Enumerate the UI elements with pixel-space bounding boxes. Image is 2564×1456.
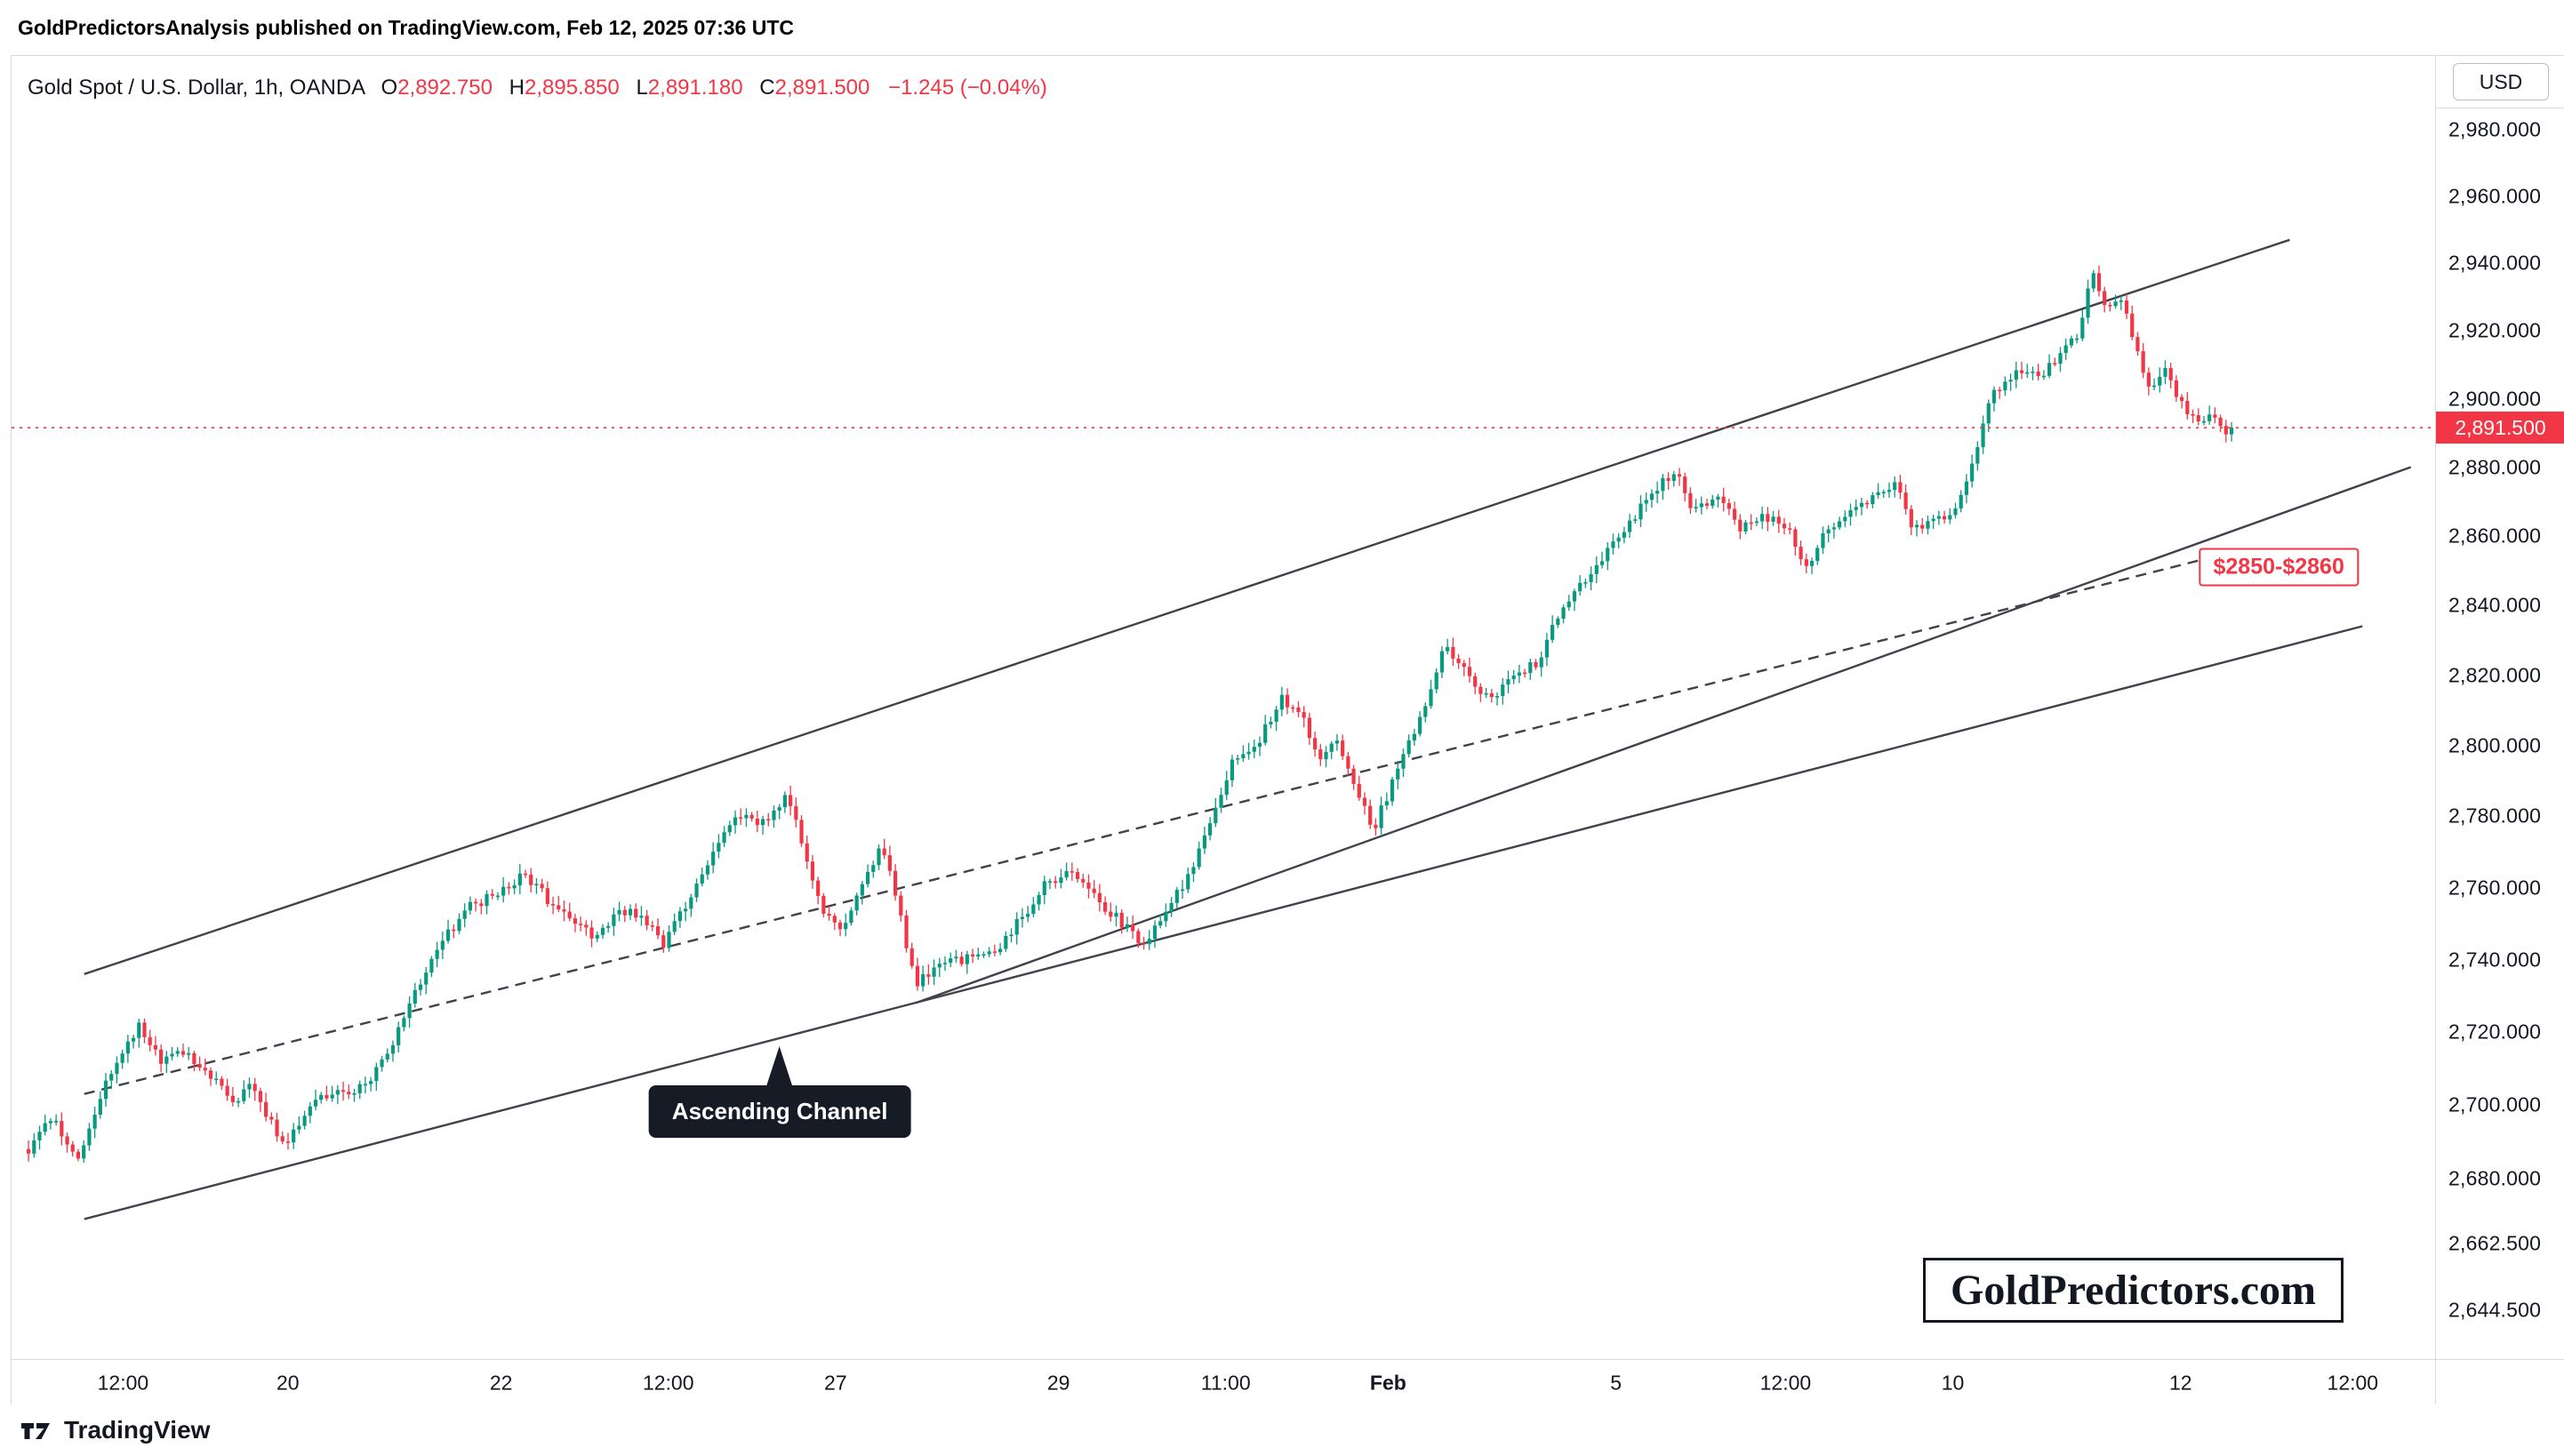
price-axis-label: 2,940.000 — [2448, 251, 2542, 275]
price-axis-label: 2,920.000 — [2448, 318, 2542, 342]
price-axis-label: 2,740.000 — [2448, 948, 2542, 972]
axis-corner — [2435, 1360, 2564, 1405]
footer: TradingView — [0, 1404, 2564, 1456]
trendline-channel-midline[interactable] — [84, 548, 2242, 1095]
time-axis-label: 22 — [489, 1371, 513, 1394]
change-value: −1.245 (−0.04%) — [888, 76, 1047, 100]
price-axis-label: 2,680.000 — [2448, 1166, 2542, 1190]
tradingview-brand[interactable]: TradingView — [64, 1416, 211, 1444]
price-axis-label: 2,820.000 — [2448, 663, 2542, 687]
price-axis-label: 2,644.500 — [2448, 1298, 2542, 1322]
time-axis-label: 5 — [1610, 1371, 1623, 1394]
trendline-channel-lower[interactable] — [84, 625, 2363, 1220]
time-axis-label: Feb — [1369, 1371, 1406, 1394]
time-axis-label: 11:00 — [1200, 1371, 1251, 1394]
time-axis[interactable]: 12:00 20 22 12:00 27 29 11:00 Feb 5 12:00 10 12 12:0… — [12, 1359, 2564, 1405]
time-axis-label: 20 — [276, 1371, 300, 1394]
candlestick-chart[interactable]: Gold Spot / U.S. Dollar, 1h, OANDA O2,89… — [12, 56, 2435, 1359]
close-value: 2,891.500 — [774, 76, 870, 100]
price-axis-label: 2,800.000 — [2448, 733, 2542, 757]
low-value: 2,891.180 — [647, 76, 743, 100]
price-axis-label: 2,720.000 — [2448, 1020, 2542, 1044]
chart-frame: Gold Spot / U.S. Dollar, 1h, OANDA O2,89… — [11, 55, 2564, 1405]
price-axis-label: 2,960.000 — [2448, 184, 2542, 208]
trendline-inner-support[interactable] — [915, 466, 2412, 1004]
tooltip-arrow-icon — [766, 1046, 794, 1088]
time-axis-label: 27 — [824, 1371, 847, 1394]
time-axis-label: 10 — [1941, 1371, 1965, 1394]
price-axis-label: 2,700.000 — [2448, 1092, 2542, 1116]
price-range-label[interactable]: $2850-$2860 — [2199, 548, 2359, 587]
ascending-channel-tooltip[interactable]: Ascending Channel — [648, 1046, 911, 1139]
price-axis-label: 2,980.000 — [2448, 117, 2542, 141]
publisher-text: GoldPredictorsAnalysis published on Trad… — [18, 15, 794, 39]
time-axis-label: 12:00 — [642, 1371, 694, 1394]
tradingview-logo-icon[interactable] — [20, 1417, 53, 1444]
open-label: O — [381, 76, 398, 100]
time-axis-label: 12:00 — [1759, 1371, 1812, 1394]
price-axis[interactable]: USD 2,980.000 2,960.000 2,940.000 2,920.000… — [2435, 56, 2564, 1359]
publisher-header: GoldPredictorsAnalysis published on Trad… — [0, 0, 2564, 55]
price-axis-label: 2,900.000 — [2448, 387, 2542, 411]
high-value: 2,895.850 — [524, 76, 620, 100]
time-axis-label: 12:00 — [2327, 1371, 2379, 1394]
low-label: L — [636, 76, 648, 100]
currency-button[interactable]: USD — [2453, 63, 2549, 100]
price-axis-label: 2,760.000 — [2448, 876, 2542, 900]
price-axis-label: 2,860.000 — [2448, 524, 2542, 548]
candles — [26, 265, 2234, 1164]
symbol-title[interactable]: Gold Spot / U.S. Dollar, 1h, OANDA — [28, 76, 365, 100]
watermark-box[interactable]: GoldPredictors.com — [1923, 1258, 2344, 1323]
close-label: C — [759, 76, 775, 100]
price-axis-label: 2,880.000 — [2448, 455, 2542, 478]
open-value: 2,892.750 — [397, 76, 493, 100]
price-chart-canvas[interactable] — [12, 56, 2435, 1359]
time-axis-label: 12 — [2168, 1371, 2192, 1394]
price-axis-label: 2,662.500 — [2448, 1231, 2542, 1255]
price-axis-label: 2,780.000 — [2448, 804, 2542, 828]
last-price-badge: 2,891.500 — [2436, 412, 2564, 444]
price-axis-label: 2,840.000 — [2448, 593, 2542, 617]
high-label: H — [509, 76, 525, 100]
trendline-channel-upper[interactable] — [84, 238, 2290, 975]
time-axis-label: 29 — [1046, 1371, 1070, 1394]
symbol-legend: Gold Spot / U.S. Dollar, 1h, OANDA O2,89… — [28, 76, 1047, 100]
tooltip-text: Ascending Channel — [648, 1085, 911, 1139]
time-axis-label: 12:00 — [97, 1371, 149, 1394]
